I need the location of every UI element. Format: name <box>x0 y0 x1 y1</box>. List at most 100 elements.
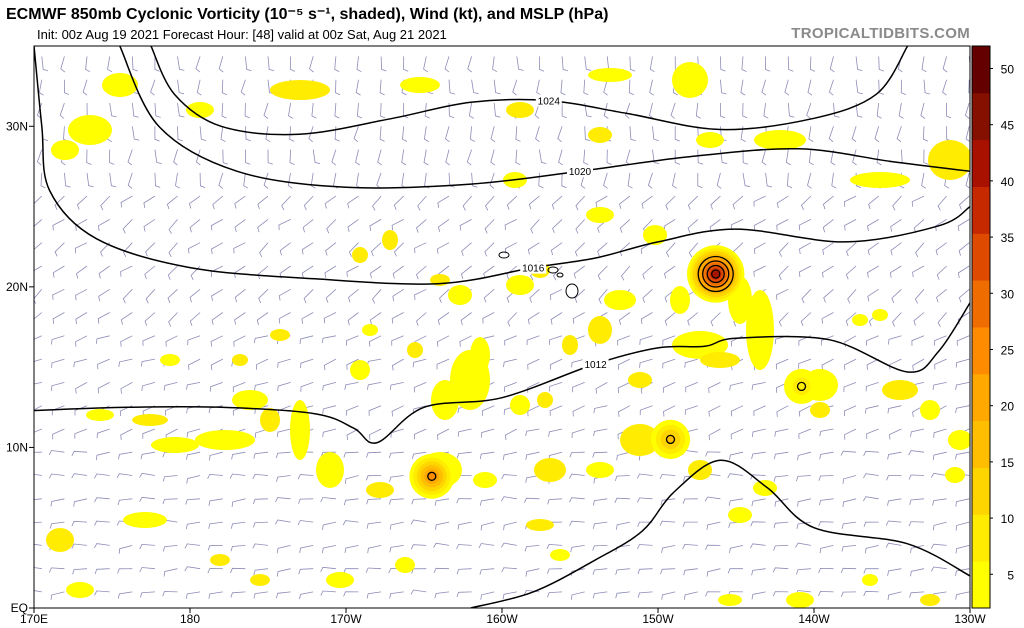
wind-barb <box>798 358 812 369</box>
wind-barb <box>592 498 608 506</box>
wind-barb <box>597 242 608 257</box>
vorticity-patch <box>537 392 553 408</box>
vorticity-patch <box>160 354 180 366</box>
wind-barb <box>708 405 721 417</box>
wind-barb <box>569 451 585 458</box>
wind-barb <box>751 568 766 576</box>
vorticity-patch <box>728 507 752 523</box>
wind-barb <box>232 382 246 393</box>
island-outline <box>498 251 510 259</box>
vorticity-patch <box>872 309 888 321</box>
wind-barb <box>144 265 156 280</box>
wind-barb <box>303 195 314 211</box>
vorticity-patch <box>352 247 368 263</box>
wind-barb <box>50 591 65 600</box>
wind-barb <box>252 543 269 549</box>
wind-barb <box>34 473 42 476</box>
wind-barb <box>561 56 569 72</box>
wind-barb <box>844 219 857 231</box>
wind-barb <box>346 265 359 277</box>
wind-barb <box>866 335 879 346</box>
wind-barb <box>727 568 744 574</box>
plot-background <box>34 46 970 608</box>
wind-barb <box>208 591 223 599</box>
wind-barb <box>863 473 879 479</box>
vorticity-patch <box>407 342 423 358</box>
wind-barb <box>230 521 246 529</box>
wind-barb <box>787 56 794 72</box>
wind-barb <box>346 428 359 441</box>
wind-barb <box>796 475 811 482</box>
wind-barb <box>52 428 65 440</box>
wind-barb <box>436 428 450 440</box>
wind-barb <box>595 195 608 208</box>
wind-barb <box>299 591 314 600</box>
wind-barb <box>937 195 947 211</box>
wind-barb <box>301 265 314 278</box>
wind-barb <box>368 405 382 416</box>
wind-barb <box>888 335 902 345</box>
wind-barb <box>322 545 336 554</box>
wind-barb <box>93 543 110 549</box>
vorticity-patch <box>431 380 459 420</box>
vorticity-patch <box>620 424 660 456</box>
wind-barb <box>278 219 291 231</box>
wind-barb <box>846 242 857 257</box>
wind-barb <box>778 312 789 327</box>
wind-barb <box>575 195 585 211</box>
wind-barb <box>484 242 495 257</box>
wind-barb <box>642 265 653 280</box>
wind-barb <box>434 591 450 599</box>
wind-barb <box>142 428 156 439</box>
wind-barb <box>914 289 925 304</box>
wind-barb <box>154 126 160 142</box>
wind-barb <box>774 498 789 507</box>
island-outline <box>556 272 564 278</box>
wind-barb <box>512 79 518 96</box>
wind-barb <box>469 126 476 142</box>
wind-barb <box>808 126 814 142</box>
wind-barb <box>436 358 450 370</box>
wind-barb <box>257 265 269 280</box>
wind-barb <box>773 475 789 482</box>
wind-barb <box>885 542 902 548</box>
vorticity-patch <box>86 409 114 421</box>
wind-barb <box>86 172 94 188</box>
vorticity-patch <box>270 80 330 100</box>
wind-barb <box>558 149 563 166</box>
wind-barb <box>557 126 563 143</box>
wind-barb <box>369 312 382 325</box>
wind-barb <box>504 335 517 346</box>
wind-barb <box>326 219 337 234</box>
wind-barb <box>507 312 518 327</box>
wind-barb <box>617 382 631 394</box>
wind-barb <box>776 219 789 231</box>
wind-barb <box>131 56 138 72</box>
colorbar-segment <box>972 92 990 141</box>
wind-barb <box>515 149 521 166</box>
wind-barb <box>637 568 653 575</box>
wind-barb <box>356 102 363 119</box>
isobar-label: 1024 <box>538 97 561 108</box>
wind-barb <box>275 451 291 459</box>
wind-barb <box>372 195 382 211</box>
wind-barb <box>720 103 726 119</box>
wind-barb <box>97 219 110 231</box>
wind-barb <box>751 591 766 600</box>
wind-barb <box>289 149 295 165</box>
isobar-label: 1020 <box>569 167 592 178</box>
wind-barb <box>912 265 925 278</box>
wind-barb <box>549 382 563 392</box>
vorticity-patch <box>68 115 112 145</box>
wind-barb <box>209 451 223 461</box>
vorticity-patch <box>366 482 394 498</box>
wind-barb <box>527 312 540 325</box>
isobar-line <box>34 46 970 285</box>
wind-barb <box>863 450 879 456</box>
wind-barb <box>189 195 201 209</box>
wind-barb <box>865 545 879 554</box>
wind-barb <box>660 568 676 575</box>
wind-barb <box>640 312 653 325</box>
wind-barb <box>560 79 566 96</box>
wind-barb <box>617 335 631 346</box>
